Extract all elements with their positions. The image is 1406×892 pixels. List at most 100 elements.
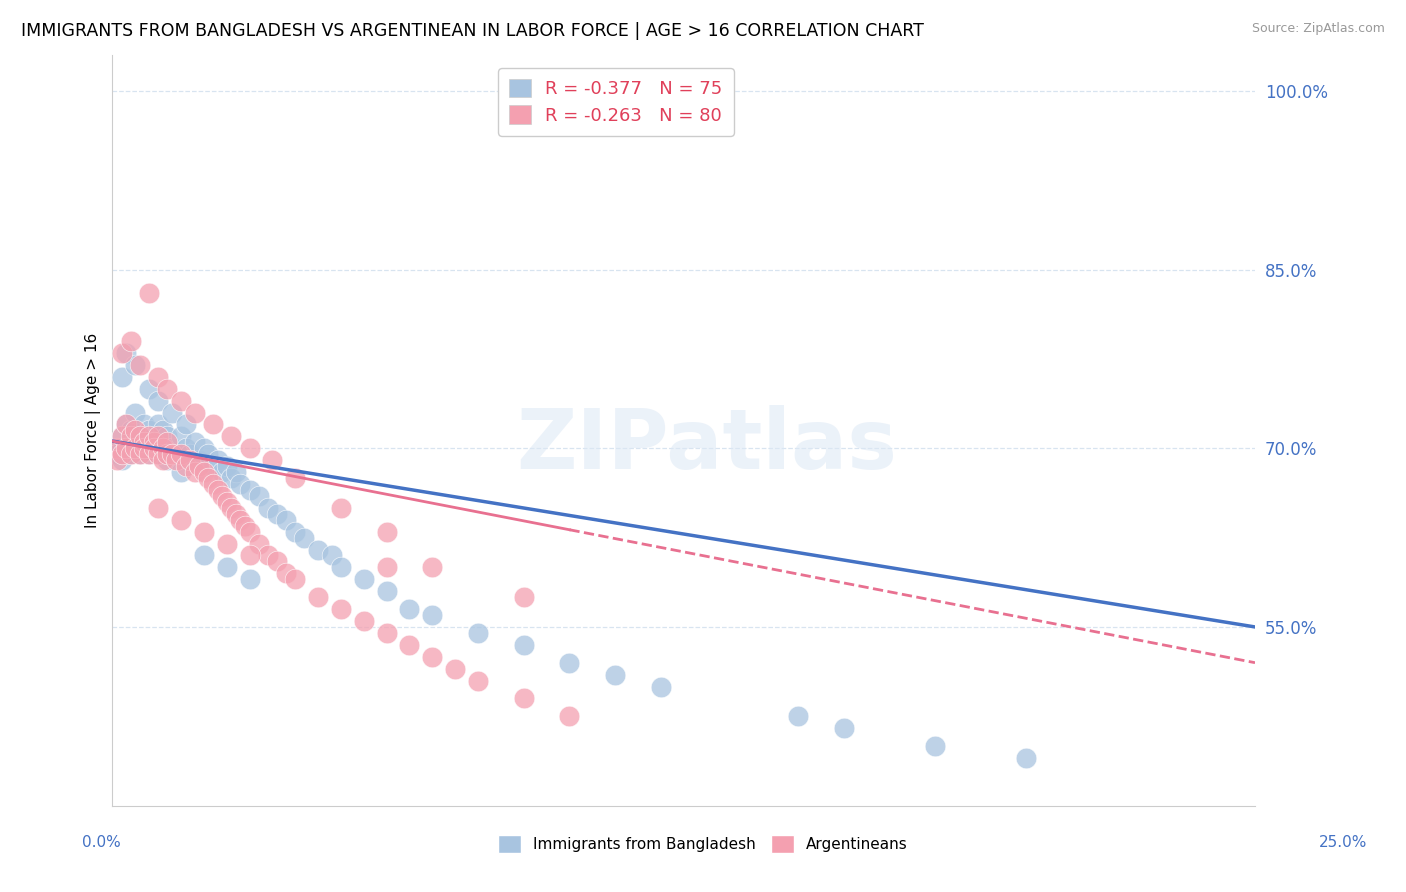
- Point: [229, 477, 252, 491]
- Point: [284, 471, 307, 485]
- Point: [179, 453, 201, 467]
- Point: [156, 435, 179, 450]
- Point: [165, 453, 187, 467]
- Point: [256, 549, 278, 563]
- Point: [179, 447, 201, 461]
- Point: [193, 465, 215, 479]
- Point: [105, 453, 128, 467]
- Point: [284, 524, 307, 539]
- Point: [183, 465, 205, 479]
- Point: [120, 424, 142, 438]
- Point: [274, 566, 297, 581]
- Point: [110, 447, 132, 461]
- Point: [513, 638, 536, 652]
- Point: [329, 560, 352, 574]
- Point: [134, 417, 156, 432]
- Point: [193, 442, 215, 456]
- Point: [124, 442, 146, 456]
- Text: 25.0%: 25.0%: [1319, 836, 1367, 850]
- Point: [138, 447, 160, 461]
- Point: [197, 447, 219, 461]
- Point: [215, 536, 238, 550]
- Point: [120, 334, 142, 348]
- Point: [146, 447, 169, 461]
- Point: [138, 286, 160, 301]
- Point: [321, 549, 343, 563]
- Text: 0.0%: 0.0%: [82, 836, 121, 850]
- Point: [329, 500, 352, 515]
- Point: [142, 442, 165, 456]
- Point: [128, 429, 150, 443]
- Point: [183, 435, 205, 450]
- Point: [170, 447, 193, 461]
- Point: [110, 346, 132, 360]
- Point: [115, 417, 138, 432]
- Point: [188, 459, 211, 474]
- Point: [238, 549, 260, 563]
- Point: [138, 382, 160, 396]
- Point: [225, 507, 247, 521]
- Point: [211, 489, 233, 503]
- Point: [207, 483, 229, 497]
- Point: [307, 590, 329, 604]
- Point: [558, 656, 581, 670]
- Point: [142, 435, 165, 450]
- Point: [124, 442, 146, 456]
- Text: IMMIGRANTS FROM BANGLADESH VS ARGENTINEAN IN LABOR FORCE | AGE > 16 CORRELATION : IMMIGRANTS FROM BANGLADESH VS ARGENTINEA…: [21, 22, 924, 40]
- Point: [307, 542, 329, 557]
- Point: [375, 560, 398, 574]
- Point: [174, 459, 197, 474]
- Point: [420, 560, 443, 574]
- Text: Source: ZipAtlas.com: Source: ZipAtlas.com: [1251, 22, 1385, 36]
- Point: [215, 560, 238, 574]
- Point: [156, 453, 179, 467]
- Point: [201, 477, 224, 491]
- Point: [142, 442, 165, 456]
- Point: [787, 709, 810, 723]
- Point: [138, 429, 160, 443]
- Point: [247, 489, 270, 503]
- Point: [211, 465, 233, 479]
- Point: [292, 531, 315, 545]
- Point: [201, 459, 224, 474]
- Point: [128, 358, 150, 372]
- Point: [128, 429, 150, 443]
- Point: [152, 442, 174, 456]
- Point: [513, 590, 536, 604]
- Point: [115, 417, 138, 432]
- Point: [134, 435, 156, 450]
- Point: [183, 405, 205, 419]
- Point: [238, 442, 260, 456]
- Point: [146, 369, 169, 384]
- Point: [266, 554, 288, 568]
- Point: [152, 442, 174, 456]
- Point: [467, 673, 489, 688]
- Text: ZIPatlas: ZIPatlas: [516, 405, 897, 486]
- Point: [924, 739, 946, 753]
- Point: [1015, 751, 1038, 765]
- Point: [146, 429, 169, 443]
- Point: [146, 447, 169, 461]
- Point: [650, 680, 672, 694]
- Point: [375, 524, 398, 539]
- Point: [124, 405, 146, 419]
- Point: [152, 424, 174, 438]
- Point: [219, 471, 242, 485]
- Point: [115, 442, 138, 456]
- Point: [238, 483, 260, 497]
- Point: [152, 453, 174, 467]
- Point: [146, 500, 169, 515]
- Point: [233, 518, 256, 533]
- Point: [420, 608, 443, 623]
- Point: [110, 369, 132, 384]
- Legend: R = -0.377   N = 75, R = -0.263   N = 80: R = -0.377 N = 75, R = -0.263 N = 80: [499, 68, 734, 136]
- Point: [156, 382, 179, 396]
- Point: [105, 442, 128, 456]
- Point: [156, 447, 179, 461]
- Point: [128, 447, 150, 461]
- Point: [115, 346, 138, 360]
- Legend: Immigrants from Bangladesh, Argentineans: Immigrants from Bangladesh, Argentineans: [492, 829, 914, 859]
- Point: [207, 453, 229, 467]
- Point: [160, 442, 183, 456]
- Point: [444, 662, 467, 676]
